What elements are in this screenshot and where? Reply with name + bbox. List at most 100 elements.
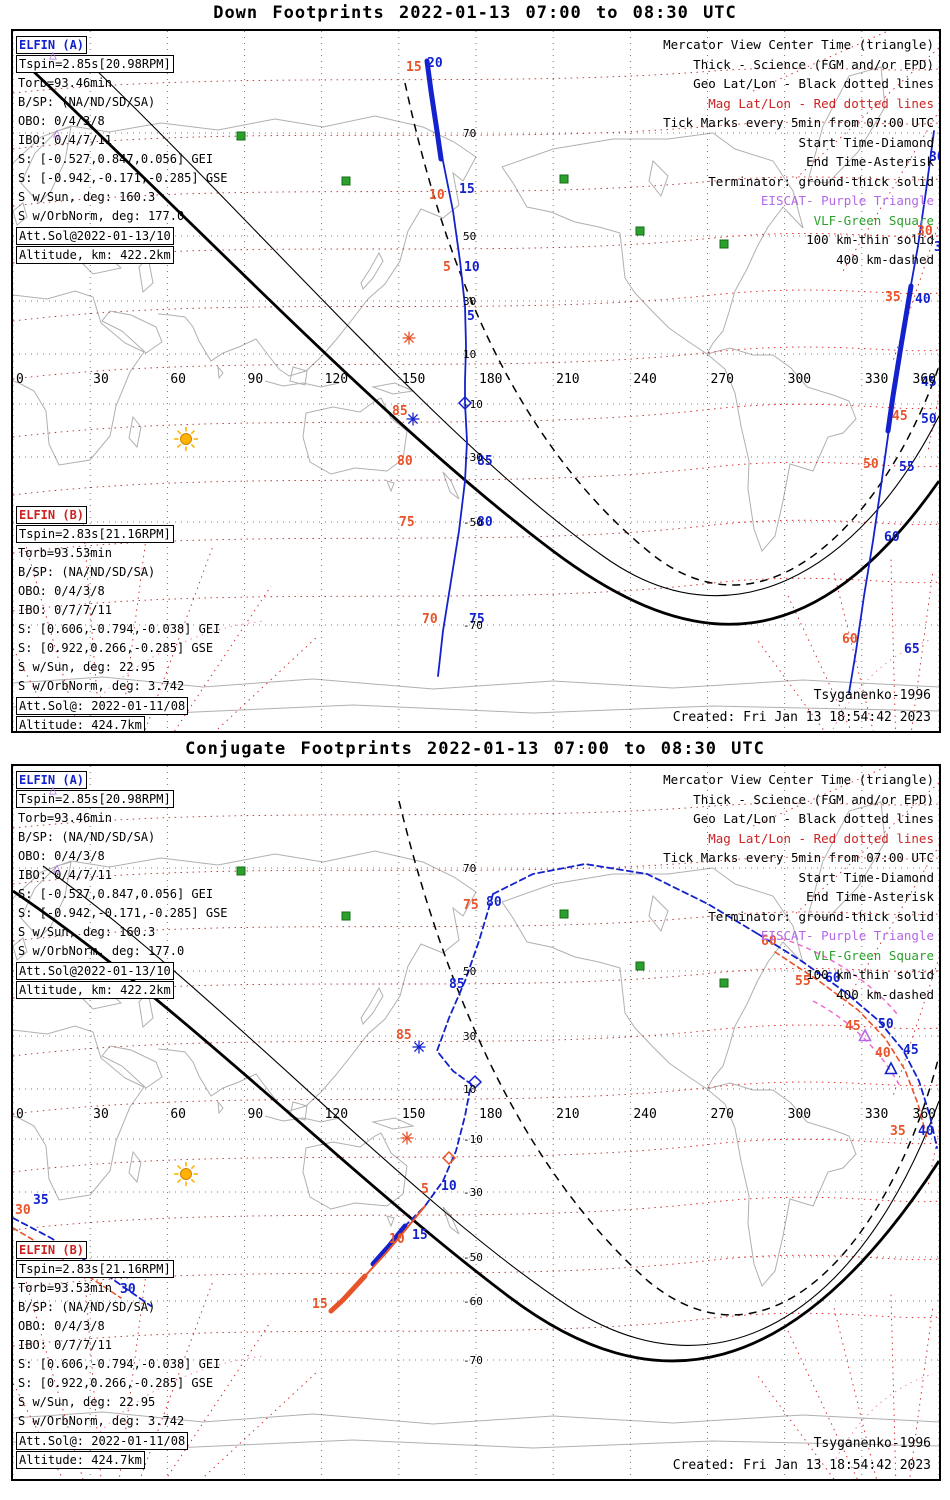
- elfin-b-attsol: Att.Sol@: 2022-01-11/08: [16, 697, 189, 715]
- longitude-tick-label: 270: [711, 1107, 734, 1122]
- track-minute-label: 30: [917, 224, 933, 239]
- latitude-tick-label: 70: [463, 862, 476, 875]
- track-minute-label: 60: [825, 971, 841, 986]
- longitude-tick-label: 60: [170, 1107, 186, 1122]
- elfin-a-tspin: Tspin=2.85s[20.98RPM]: [16, 55, 174, 73]
- legend-geo-grid: Geo Lat/Lon - Black dotted lines: [693, 811, 934, 826]
- legend-100km: 100 km-thin solid: [806, 232, 934, 247]
- conj-track-west: [404, 893, 494, 1227]
- end-time-asterisk-icon: [413, 1041, 425, 1053]
- track-minute-label: 15: [312, 1297, 328, 1312]
- sun-ray: [176, 1164, 182, 1170]
- elfin-b-ibo: IBO: 0/7/7/11: [18, 603, 112, 617]
- sun-ray: [190, 443, 196, 449]
- longitude-tick-label: 240: [633, 372, 656, 387]
- sun-icon: [180, 1168, 192, 1180]
- latitude-tick-label: 10: [463, 348, 476, 361]
- sun-ray: [190, 1178, 196, 1184]
- elfin-b-tspin: Tspin=2.83s[21.16RPM]: [16, 1260, 174, 1278]
- legend-mag-grid: Mag Lat/Lon - Red dotted lines: [708, 95, 934, 111]
- elfin-b-s-gse: S: [0.922,0.266,-0.285] GSE: [18, 1376, 214, 1390]
- legend-thick-science: Thick - Science (FGM and/or EPD): [693, 791, 934, 807]
- elfin-a-altitude: Altitude, km: 422.2km: [16, 981, 174, 999]
- track-minute-label: 80: [397, 454, 413, 469]
- elfin-track-east-science: [885, 283, 914, 434]
- track-minute-label: 15: [412, 1228, 428, 1243]
- track-minute-label: 60: [884, 530, 900, 545]
- conj-track-east: [757, 933, 938, 1149]
- eiscat-triangle-icon: [858, 1028, 872, 1042]
- latitude-tick-label: -70: [463, 1354, 483, 1367]
- track-minute-label: 35: [934, 240, 939, 255]
- elfin-a-s-gei: S: [-0.527,0.847,0.056] GEI: [18, 152, 214, 166]
- down-footprints-panel: 1520101551058580857580707530303535404545…: [11, 29, 941, 733]
- track-minute-label: 55: [795, 974, 811, 989]
- track-minute-label: 10: [429, 188, 445, 203]
- track-minute-label: 50: [863, 457, 879, 472]
- sun-ray: [176, 1178, 182, 1184]
- vlf-station-square-icon: [236, 131, 246, 141]
- longitude-tick-label: 0: [16, 372, 24, 387]
- track-minute-label: 5: [443, 260, 451, 275]
- sun-ray: [190, 429, 196, 435]
- sun-ray: [190, 1164, 196, 1170]
- center-time-triangle-icon: [884, 1061, 898, 1075]
- vlf-station-square-icon: [719, 978, 729, 988]
- longitude-tick-label: 60: [170, 372, 186, 387]
- longitude-tick-label: 120: [325, 1107, 348, 1122]
- longitude-tick-label: 330: [865, 1107, 888, 1122]
- legend-eiscat: EISCAT- Purple Triangle: [760, 928, 934, 943]
- longitude-tick-label: 90: [248, 1107, 264, 1122]
- legend-center-time: Mercator View Center Time (triangle): [663, 772, 934, 787]
- longitude-tick-label: 90: [248, 372, 264, 387]
- longitude-tick-label: 360: [913, 372, 936, 387]
- legend-eiscat: EISCAT- Purple Triangle: [760, 193, 934, 208]
- track-minute-label: 35: [885, 290, 901, 305]
- track-minute-label: 10: [441, 1179, 457, 1194]
- legend-vlf: VLF-Green Square: [813, 947, 934, 963]
- created-timestamp: Created: Fri Jan 13 18:54:42 2023: [672, 710, 931, 725]
- track-minute-label: 75: [399, 515, 415, 530]
- vlf-station-square-icon: [719, 239, 729, 249]
- track-minute-label: 70: [422, 612, 438, 627]
- latitude-tick-label: -50: [463, 516, 483, 529]
- terminator-400km-dashed: [404, 82, 939, 586]
- elfin-b-altitude: Altitude: 424.7km: [16, 716, 145, 731]
- conj-track-east-b: [774, 951, 928, 1139]
- vlf-station-square-icon: [341, 911, 351, 921]
- eiscat-triangle-icon: △: [53, 861, 61, 876]
- terminator-100km-thin: [92, 66, 939, 597]
- conj-track-west-science: [370, 1223, 408, 1267]
- latitude-tick-label: -30: [463, 1186, 483, 1199]
- terminator-ground-thick: [13, 889, 939, 1363]
- vlf-station-square-icon: [635, 226, 645, 236]
- elfin-b-s-orbnorm: S w/OrbNorm, deg: 3.742: [18, 1414, 185, 1428]
- elfin-a-info: ELFIN (A) Tspin=2.85s[20.98RPM] Torb=93.…: [16, 770, 230, 1000]
- legend-geo-grid: Geo Lat/Lon - Black dotted lines: [693, 76, 934, 91]
- elfin-a-title: ELFIN (A): [16, 771, 88, 789]
- elfin-a-info: ELFIN (A) Tspin=2.85s[20.98RPM] Torb=93.…: [16, 35, 230, 265]
- vlf-station-square-icon: [341, 176, 351, 186]
- elfin-a-ibo: IBO: 0/4/7/11: [18, 868, 112, 882]
- latitude-tick-label: 50: [463, 230, 476, 243]
- longitude-tick-label: 180: [479, 372, 502, 387]
- legend-vlf: VLF-Green Square: [813, 212, 934, 228]
- latitude-tick-label: 30: [463, 1030, 476, 1043]
- conj-track-west-b-science: [328, 1273, 368, 1314]
- elfin-b-ibo: IBO: 0/7/7/11: [18, 1338, 112, 1352]
- track-minute-label: 10: [464, 260, 480, 275]
- legend-tick-marks: Tick Marks every 5min from 07:00 UTC: [663, 850, 934, 865]
- latitude-tick-label: -50: [463, 1251, 483, 1264]
- track-minute-label: 60: [842, 632, 858, 647]
- legend-thick-science: Thick - Science (FGM and/or EPD): [693, 56, 934, 72]
- track-minute-label: 30: [120, 1282, 136, 1297]
- track-minute-label: 45: [903, 1043, 919, 1058]
- terminator-100km-thin: [42, 865, 939, 1346]
- track-minute-label: 50: [878, 1017, 894, 1032]
- longitude-tick-label: 300: [788, 1107, 811, 1122]
- track-minute-label: 20: [427, 56, 443, 71]
- start-time-diamond-icon: [457, 395, 473, 411]
- elfin-b-torb: Torb=93.53min: [18, 1281, 112, 1295]
- track-minute-label: 40: [918, 1124, 934, 1139]
- track-minute-label: 30: [15, 1203, 31, 1218]
